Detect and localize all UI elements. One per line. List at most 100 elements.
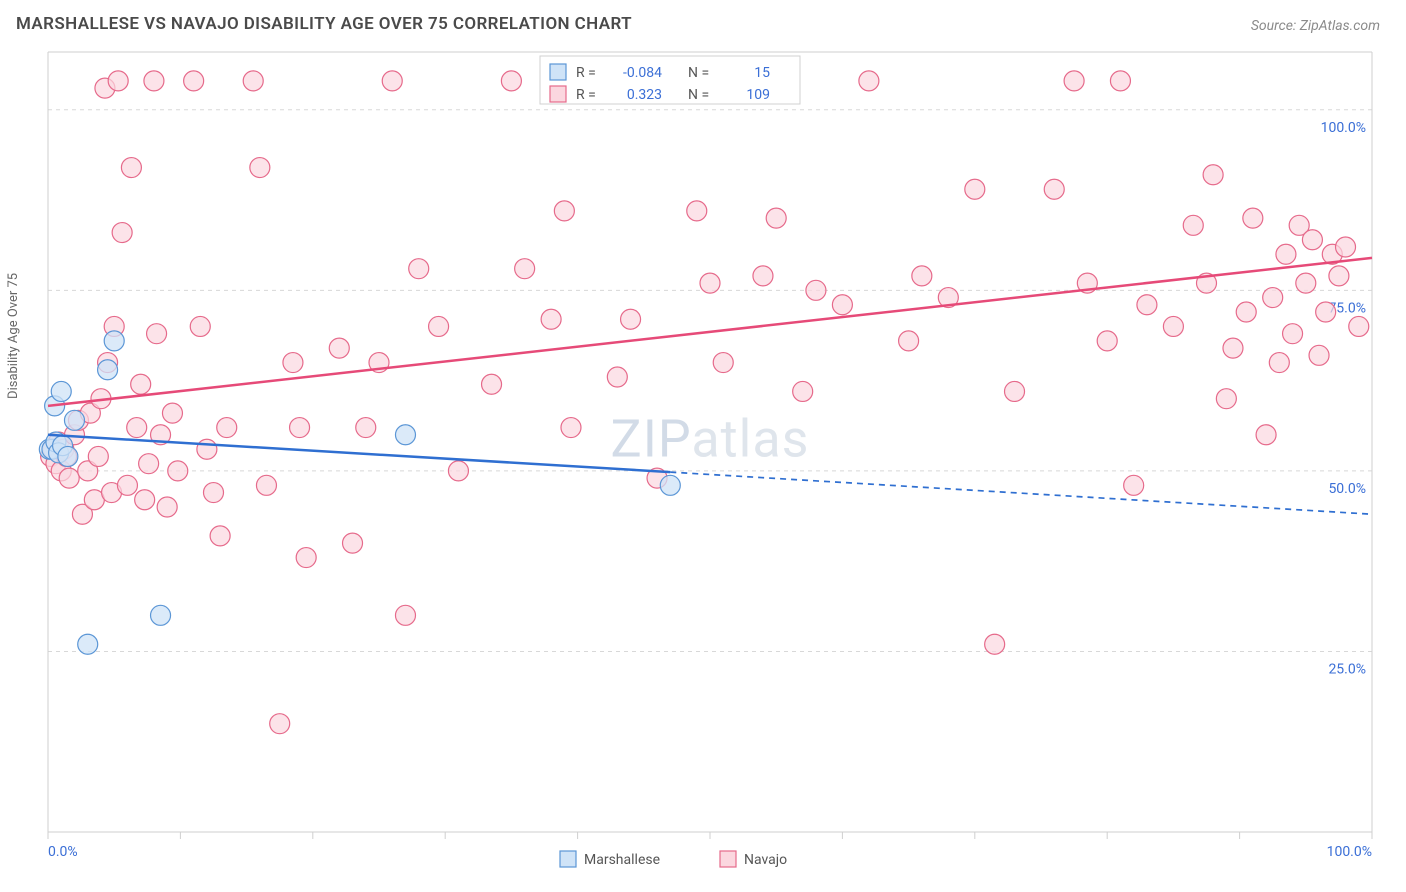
scatter-point — [1137, 295, 1157, 315]
scatter-point — [899, 331, 919, 351]
scatter-point — [1097, 331, 1117, 351]
scatter-point — [1309, 345, 1329, 365]
scatter-point — [197, 439, 217, 459]
legend-r-label: R = — [576, 87, 596, 103]
scatter-point — [1269, 353, 1289, 373]
scatter-point — [356, 418, 376, 438]
scatter-point — [501, 71, 521, 91]
scatter-point — [270, 714, 290, 734]
scatter-point — [131, 374, 151, 394]
scatter-point — [1336, 237, 1356, 257]
scatter-point — [700, 273, 720, 293]
legend-swatch — [720, 851, 736, 867]
scatter-point — [98, 360, 118, 380]
scatter-point — [1302, 230, 1322, 250]
scatter-point — [78, 634, 98, 654]
scatter-point — [660, 475, 680, 495]
scatter-point — [687, 201, 707, 221]
scatter-point — [210, 526, 230, 546]
legend-swatch — [560, 851, 576, 867]
scatter-point — [1005, 381, 1025, 401]
watermark: ZIPatlas — [611, 408, 810, 469]
scatter-point — [1183, 215, 1203, 235]
chart-title: MARSHALLESE VS NAVAJO DISABILITY AGE OVE… — [16, 14, 632, 34]
legend-swatch — [550, 64, 566, 80]
scatter-point — [58, 446, 78, 466]
scatter-point — [64, 410, 84, 430]
legend-n-label: N = — [688, 87, 709, 103]
scatter-point — [127, 418, 147, 438]
legend-n-value: 109 — [746, 87, 770, 103]
scatter-point — [607, 367, 627, 387]
scatter-point — [429, 316, 449, 336]
legend-swatch — [550, 86, 566, 102]
scatter-point — [1163, 316, 1183, 336]
source-attribution: Source: ZipAtlas.com — [1251, 18, 1380, 34]
scatter-point — [1276, 244, 1296, 264]
scatter-point — [243, 71, 263, 91]
scatter-point — [256, 475, 276, 495]
scatter-point — [250, 158, 270, 178]
correlation-scatter-chart: 25.0%50.0%75.0%100.0%0.0%100.0%ZIPatlasR… — [0, 42, 1406, 880]
scatter-point — [112, 223, 132, 243]
scatter-point — [290, 418, 310, 438]
scatter-point — [753, 266, 773, 286]
scatter-point — [541, 309, 561, 329]
scatter-point — [108, 71, 128, 91]
scatter-point — [190, 316, 210, 336]
scatter-point — [1203, 165, 1223, 185]
scatter-point — [965, 179, 985, 199]
scatter-point — [204, 483, 224, 503]
legend-series-name: Marshallese — [584, 852, 660, 868]
scatter-point — [162, 403, 182, 423]
scatter-point — [1283, 324, 1303, 344]
scatter-point — [329, 338, 349, 358]
scatter-point — [1329, 266, 1349, 286]
legend-n-value: 15 — [754, 65, 770, 81]
scatter-point — [515, 259, 535, 279]
scatter-point — [1243, 208, 1263, 228]
scatter-point — [766, 208, 786, 228]
scatter-point — [1223, 338, 1243, 358]
scatter-point — [1256, 425, 1276, 445]
scatter-point — [985, 634, 1005, 654]
scatter-point — [157, 497, 177, 517]
scatter-point — [283, 353, 303, 373]
scatter-point — [168, 461, 188, 481]
scatter-point — [448, 461, 468, 481]
x-tick-label: 100.0% — [1327, 844, 1372, 860]
legend-r-label: R = — [576, 65, 596, 81]
scatter-point — [713, 353, 733, 373]
legend-n-label: N = — [688, 65, 709, 81]
y-tick-label: 100.0% — [1321, 120, 1366, 136]
scatter-point — [395, 425, 415, 445]
scatter-point — [121, 158, 141, 178]
scatter-point — [1124, 475, 1144, 495]
scatter-point — [382, 71, 402, 91]
legend-series-name: Navajo — [744, 852, 787, 868]
trend-line-dashed — [670, 472, 1372, 514]
scatter-point — [88, 446, 108, 466]
scatter-point — [561, 418, 581, 438]
scatter-point — [1316, 302, 1336, 322]
y-tick-label: 25.0% — [1328, 661, 1366, 677]
scatter-point — [296, 548, 316, 568]
scatter-point — [832, 295, 852, 315]
scatter-point — [1236, 302, 1256, 322]
scatter-point — [151, 605, 171, 625]
scatter-point — [793, 381, 813, 401]
legend-r-value: 0.323 — [627, 87, 662, 103]
scatter-point — [395, 605, 415, 625]
scatter-point — [912, 266, 932, 286]
scatter-point — [621, 309, 641, 329]
scatter-point — [144, 71, 164, 91]
scatter-point — [59, 468, 79, 488]
scatter-point — [554, 201, 574, 221]
scatter-point — [806, 280, 826, 300]
scatter-point — [409, 259, 429, 279]
scatter-point — [147, 324, 167, 344]
scatter-point — [51, 381, 71, 401]
scatter-point — [1349, 316, 1369, 336]
scatter-point — [1044, 179, 1064, 199]
scatter-point — [1110, 71, 1130, 91]
